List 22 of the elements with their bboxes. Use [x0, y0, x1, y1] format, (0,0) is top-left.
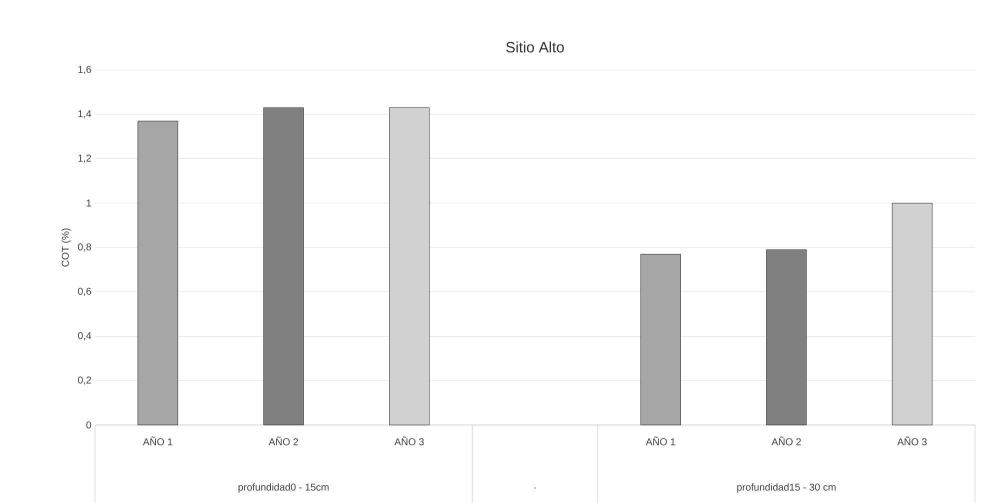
x-tick-label: AÑO 2 — [268, 436, 298, 446]
bar — [263, 108, 304, 426]
y-axis-title: COT (%) — [62, 228, 71, 267]
chart-title: Sitio Alto — [506, 42, 564, 52]
text: profundidad15 - 30 cm — [737, 483, 836, 493]
y-tick-label: 1,6 — [78, 66, 92, 74]
y-tick-label: 0,4 — [78, 332, 92, 340]
y-tick-label: 0,6 — [78, 288, 92, 296]
x-tick-label: AÑO 2 — [772, 436, 801, 446]
y-tick-label: 0 — [86, 421, 92, 429]
y-tick-label: 1,4 — [78, 110, 92, 118]
y-tick-label: 1,2 — [78, 154, 91, 163]
bar — [766, 250, 807, 426]
x-tick-label: AÑO 1 — [142, 436, 172, 446]
y-tick-label: 1 — [86, 200, 92, 207]
text: . — [534, 487, 536, 489]
y-tick-label: 0,2 — [78, 376, 91, 385]
x-tick-label: AÑO 3 — [897, 436, 927, 446]
x-tick-label: AÑO 3 — [394, 436, 424, 446]
y-tick-label: 0,8 — [78, 243, 92, 252]
x-tick-label: AÑO 1 — [646, 436, 676, 446]
text: profundidad0 - 15cm — [238, 483, 329, 493]
